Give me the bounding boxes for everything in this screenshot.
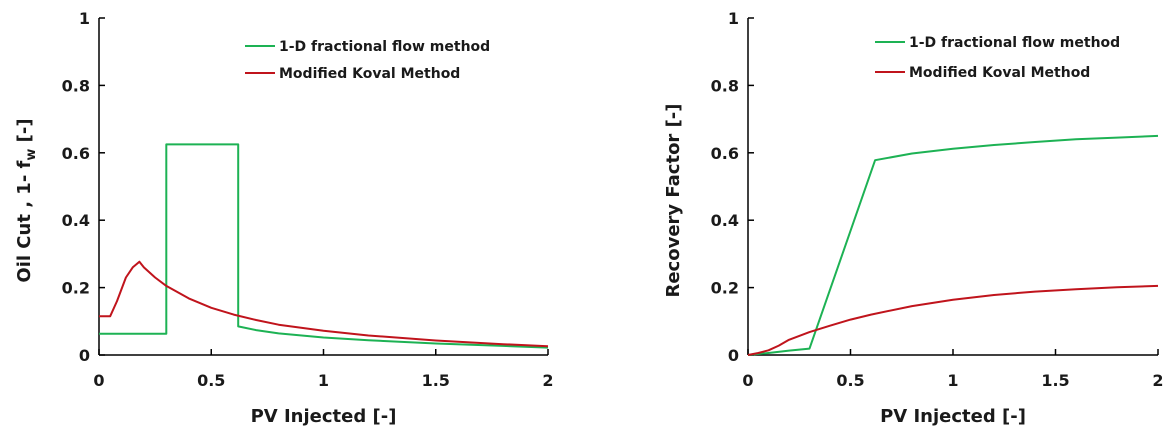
x-tick-label: 0: [93, 371, 104, 390]
x-tick-label: 1: [947, 371, 958, 390]
y-tick-label: 0.2: [711, 279, 739, 298]
y-axis-title-main: Oil Cut , 1- f: [14, 160, 35, 282]
y-axis-title-unit: [-]: [14, 118, 35, 148]
legend-label: Modified Koval Method: [279, 66, 460, 82]
y-tick-label: 1: [79, 9, 90, 28]
y-tick-label: 0.8: [711, 76, 739, 95]
y-tick-label: 0.8: [62, 76, 90, 95]
x-axis-title: PV Injected [-]: [880, 406, 1026, 427]
chart-2: 0 0.2 0.4 0.6 0.8 1 0 0.5 1 1.5 2 PV Injected [-] Re…: [663, 9, 1164, 427]
y-tick-label: 0.4: [711, 211, 739, 230]
x-tick-label: 1.5: [422, 371, 450, 390]
y-axis-title-main: Recovery Factor [-]: [663, 103, 684, 297]
series-line-1: [747, 134, 1159, 356]
series-line-2: [99, 260, 549, 348]
y-axis-title: Oil Cut , 1- fw [-]: [14, 118, 39, 282]
x-axis-title: PV Injected [-]: [251, 406, 397, 427]
x-tick-label: 0: [742, 371, 753, 390]
y-axis-title-subscript: w: [24, 149, 39, 161]
series-line-1: [99, 143, 549, 349]
x-tick-label: 0.5: [197, 371, 225, 390]
chart-1: 0 0.2 0.4 0.6 0.8 1 0 0.5 1 1.5 2 PV Injected [-] Oi…: [14, 9, 554, 427]
y-tick-label: 0.6: [62, 144, 90, 163]
x-tick-label: 1: [318, 371, 329, 390]
y-tick-label: 0: [728, 346, 739, 365]
legend-label: 1-D fractional flow method: [909, 35, 1120, 51]
y-axis-title: Recovery Factor [-]: [663, 103, 684, 297]
legend-label: 1-D fractional flow method: [279, 39, 490, 55]
y-tick-label: 0.6: [711, 144, 739, 163]
x-tick-label: 2: [1152, 371, 1163, 390]
x-tick-label: 1.5: [1041, 371, 1069, 390]
x-tick-label: 0.5: [836, 371, 864, 390]
y-tick-label: 1: [728, 9, 739, 28]
y-tick-label: 0.4: [62, 211, 90, 230]
series-line-2: [747, 284, 1159, 356]
y-tick-label: 0.2: [62, 279, 90, 298]
y-tick-label: 0: [79, 346, 90, 365]
x-tick-label: 2: [542, 371, 553, 390]
legend-label: Modified Koval Method: [909, 65, 1090, 81]
